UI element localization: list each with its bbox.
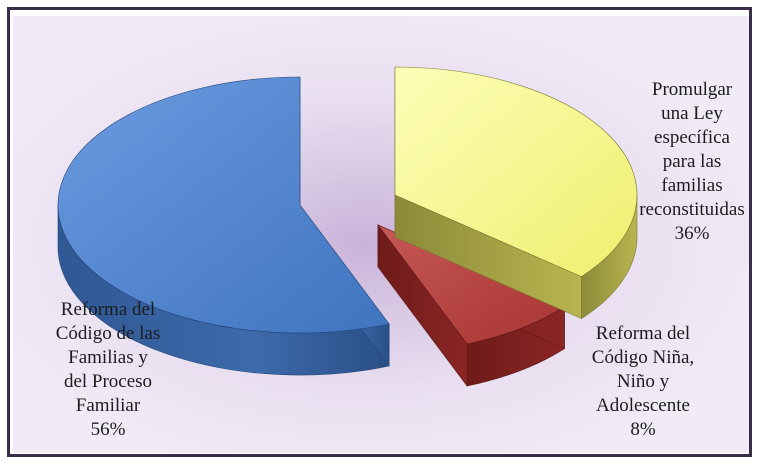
slice-label-ley-especifica: Promulgar una Ley específica para las fa…	[639, 79, 745, 244]
pie-slice-ley-especifica	[394, 66, 638, 320]
pie-slice-top-ley-especifica	[394, 66, 638, 277]
pie-slice-codigo-familias	[57, 76, 390, 376]
slice-label-codigo-familias: Reforma del Código de las Familias y del…	[55, 299, 161, 440]
slice-label-codigo-nina-nino: Reforma del Código Niña, Niño y Adolesce…	[591, 323, 695, 440]
pie-slice-top-codigo-familias	[57, 76, 390, 334]
pie-slice-codigo-nina-nino	[377, 224, 566, 387]
